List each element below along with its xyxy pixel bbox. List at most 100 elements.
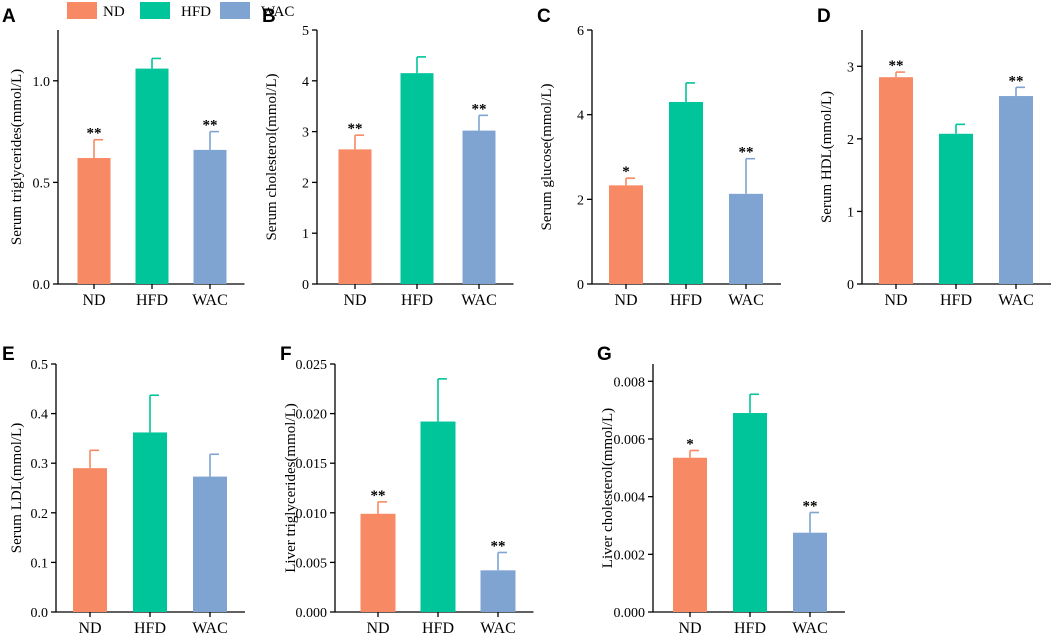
x-tick-label-hfd: HFD bbox=[734, 620, 766, 637]
bar-wac bbox=[999, 96, 1033, 284]
significance-nd: * bbox=[622, 164, 630, 180]
y-tick-label: 0.025 bbox=[296, 358, 328, 373]
y-axis-title: Serum LDL(mmol/L) bbox=[9, 423, 25, 553]
y-tick-label: 0.008 bbox=[614, 375, 646, 390]
y-tick-label: 2 bbox=[577, 193, 584, 208]
y-axis-title: Liver triglycerides(mmol/L) bbox=[283, 403, 299, 573]
panel-g: G 0.000 0.002 0.004 0.006 0.008 Liver choleste… bbox=[597, 344, 845, 637]
legend-swatch-nd bbox=[67, 2, 97, 19]
x-tick-label-hfd: HFD bbox=[134, 620, 166, 637]
bar-hfd bbox=[939, 133, 973, 284]
x-tick-label-wac: WAC bbox=[792, 620, 828, 637]
panel-letter: F bbox=[280, 344, 292, 365]
x-tick-label-hfd: HFD bbox=[136, 292, 168, 309]
bar-wac bbox=[793, 532, 827, 612]
panel-f: F 0.000 0.005 0.010 0.015 0.020 0.025 Liver tri… bbox=[280, 344, 534, 637]
bar-nd bbox=[77, 158, 111, 284]
y-tick-label: 0.004 bbox=[614, 491, 646, 506]
bar-nd bbox=[360, 513, 396, 612]
x-tick-label-nd: ND bbox=[343, 292, 366, 309]
significance-wac: ** bbox=[803, 499, 818, 515]
panel-letter: D bbox=[817, 6, 831, 27]
y-tick-label: 0 bbox=[577, 278, 584, 293]
x-tick-label-wac: WAC bbox=[192, 620, 228, 637]
x-tick-label-hfd: HFD bbox=[422, 620, 454, 637]
bar-nd bbox=[338, 149, 372, 284]
x-tick-label-nd: ND bbox=[884, 292, 907, 309]
significance-nd: ** bbox=[889, 58, 904, 74]
legend-label-nd: ND bbox=[103, 4, 125, 20]
panel-e: E 0.0 0.1 0.2 0.3 0.4 0.5 Serum LDL(mmol/L) ND HF… bbox=[2, 344, 245, 637]
x-tick-label-nd: ND bbox=[78, 620, 101, 637]
significance-nd: * bbox=[686, 437, 694, 453]
x-tick-label-hfd: HFD bbox=[670, 292, 702, 309]
y-tick-label: 1 bbox=[847, 205, 854, 220]
panel-letter: C bbox=[537, 6, 551, 27]
x-tick-label-nd: ND bbox=[678, 620, 701, 637]
y-tick-label: 2 bbox=[847, 133, 854, 148]
y-tick-label: 0.015 bbox=[296, 457, 328, 472]
panel-d: D 0 1 2 3 Serum HDL(mmol/L) ** ND HFD ** WAC bbox=[817, 6, 1051, 309]
panel-letter: A bbox=[2, 6, 16, 27]
y-tick-label: 0.5 bbox=[31, 358, 49, 373]
panel-letter: E bbox=[2, 344, 15, 365]
y-tick-label: 0.0 bbox=[33, 278, 51, 293]
y-axis-title: Serum HDL(mmol/L) bbox=[819, 91, 835, 223]
bar-hfd bbox=[133, 432, 167, 612]
y-tick-label: 0.5 bbox=[33, 176, 51, 191]
y-tick-label: 0.006 bbox=[614, 433, 646, 448]
x-tick-label-wac: WAC bbox=[192, 292, 228, 309]
x-tick-label-hfd: HFD bbox=[401, 292, 433, 309]
y-axis-title: Serum cholesterol(mmol/L) bbox=[264, 73, 280, 240]
x-tick-label-hfd: HFD bbox=[940, 292, 972, 309]
y-axis-title: Serum triglycerides(mmol/L) bbox=[9, 69, 25, 245]
legend-swatch-wac bbox=[220, 2, 250, 19]
bar-hfd bbox=[733, 413, 767, 612]
significance-nd: ** bbox=[371, 488, 386, 504]
legend: ND HFD WAC bbox=[67, 2, 294, 20]
y-tick-label: 0.005 bbox=[296, 556, 328, 571]
significance-wac: ** bbox=[472, 101, 487, 117]
x-tick-label-nd: ND bbox=[614, 292, 637, 309]
bar-nd bbox=[673, 457, 707, 612]
panel-a: A 0.0 0.5 1.0 Serum triglycerides(mmol/L) ** N… bbox=[2, 6, 245, 309]
x-tick-label-wac: WAC bbox=[480, 620, 516, 637]
significance-wac: ** bbox=[739, 145, 754, 161]
y-tick-label: 0.010 bbox=[296, 507, 328, 522]
panel-letter: B bbox=[262, 6, 276, 27]
x-tick-label-wac: WAC bbox=[461, 292, 497, 309]
y-tick-label: 0.0 bbox=[31, 606, 49, 621]
y-tick-label: 0.4 bbox=[31, 408, 49, 423]
bar-nd bbox=[879, 77, 913, 285]
x-tick-label-wac: WAC bbox=[728, 292, 764, 309]
legend-label-hfd: HFD bbox=[181, 4, 211, 20]
y-tick-label: 0.000 bbox=[614, 606, 646, 621]
y-tick-label: 0.000 bbox=[296, 606, 328, 621]
bar-hfd bbox=[420, 421, 456, 612]
bar-nd bbox=[73, 468, 107, 612]
legend-swatch-hfd bbox=[140, 2, 170, 19]
y-tick-label: 4 bbox=[577, 109, 584, 124]
significance-nd: ** bbox=[87, 126, 102, 142]
panel-letter: G bbox=[597, 344, 612, 365]
y-tick-label: 1.0 bbox=[33, 75, 51, 90]
y-tick-label: 0 bbox=[302, 278, 309, 293]
y-tick-label: 6 bbox=[577, 24, 584, 39]
bar-nd bbox=[609, 185, 643, 284]
y-tick-label: 1 bbox=[302, 227, 309, 242]
legend-label-wac: WAC bbox=[261, 4, 294, 20]
y-tick-label: 0.002 bbox=[614, 548, 646, 563]
y-tick-label: 3 bbox=[847, 60, 854, 75]
significance-wac: ** bbox=[491, 538, 506, 554]
significance-wac: ** bbox=[203, 118, 218, 134]
panel-b: B 0 1 2 3 4 5 Serum cholesterol(mmol/L) ** ND HFD *… bbox=[262, 6, 514, 309]
significance-wac: ** bbox=[1009, 73, 1024, 89]
x-tick-label-nd: ND bbox=[366, 620, 389, 637]
panel-c: C 0 2 4 6 Serum glucose(mmol/L) * ND HFD ** WAC bbox=[537, 6, 781, 309]
x-tick-label-wac: WAC bbox=[998, 292, 1034, 309]
bar-wac bbox=[480, 570, 516, 612]
bar-hfd bbox=[669, 101, 703, 284]
significance-nd: ** bbox=[348, 121, 363, 137]
y-tick-label: 4 bbox=[302, 75, 309, 90]
